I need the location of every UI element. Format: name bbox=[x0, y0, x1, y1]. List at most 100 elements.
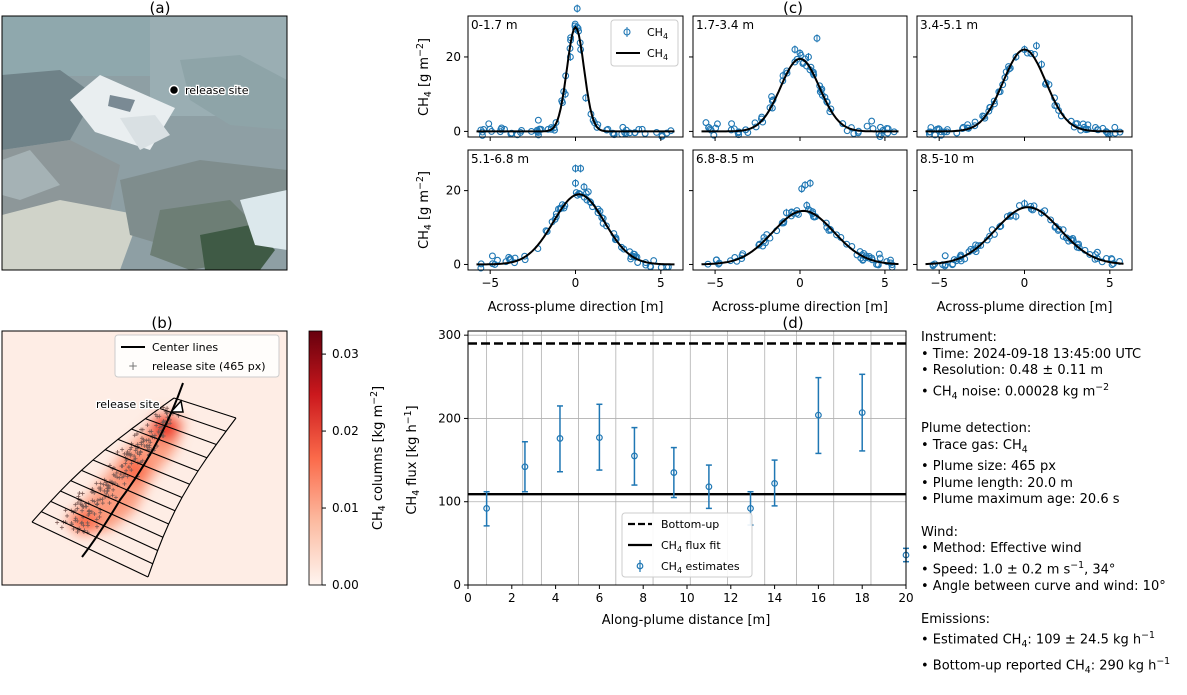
panel-c-ylabel-bottom: CH4​ [g m−2​] bbox=[415, 171, 434, 249]
legend-release-site: release site (465 px) bbox=[152, 360, 266, 373]
x-tick-label: −5 bbox=[706, 276, 724, 290]
x-tick-label: 20 bbox=[898, 591, 913, 605]
profile-subplot: 1.7-3.4 m bbox=[689, 15, 908, 141]
y-tick-label: 0 bbox=[453, 257, 461, 271]
subplot-title: 0-1.7 m bbox=[471, 18, 518, 32]
x-tick-label: 0 bbox=[796, 276, 804, 290]
flux-estimate bbox=[483, 490, 491, 527]
flux-point bbox=[771, 480, 778, 487]
pixel-marker bbox=[135, 451, 140, 456]
panel-b-legend: Center lines + release site (465 px) bbox=[114, 334, 280, 378]
pixel-marker bbox=[104, 491, 109, 496]
profile-point bbox=[782, 209, 790, 217]
panel-d-xlabel: Along-plume distance [m] bbox=[602, 613, 771, 628]
subplot-xlabel: Across-plume direction [m] bbox=[488, 300, 664, 315]
profile-point bbox=[534, 116, 542, 124]
grid-transect bbox=[173, 397, 237, 419]
profile-point bbox=[863, 122, 871, 130]
profile-point bbox=[876, 123, 884, 131]
flux-point bbox=[556, 435, 564, 442]
x-tick-label: 12 bbox=[723, 591, 738, 605]
profile-subplot: 0 20 −5 0 5 5.1-6.8 m Across-plume direction [… bbox=[446, 149, 684, 315]
pixel-marker bbox=[97, 514, 102, 519]
release-site-label-a: release site bbox=[185, 84, 249, 97]
pixel-marker bbox=[106, 485, 111, 490]
profile-point bbox=[796, 49, 804, 57]
legend-box bbox=[610, 19, 679, 67]
profile-point bbox=[805, 53, 812, 61]
profile-point bbox=[995, 88, 1003, 96]
pixel-marker bbox=[81, 523, 86, 528]
pixel-marker bbox=[141, 439, 146, 444]
x-tick-label: 18 bbox=[855, 591, 870, 605]
profile-point bbox=[587, 199, 595, 207]
x-tick-label: 8 bbox=[639, 591, 647, 605]
pixel-marker bbox=[137, 452, 142, 457]
flux-point bbox=[521, 463, 529, 471]
x-tick-label: 5 bbox=[657, 276, 665, 290]
legend-bottom-up-label: Bottom-up bbox=[661, 518, 719, 531]
pixel-marker bbox=[98, 481, 103, 486]
info-line: • Method: Effective wind bbox=[921, 541, 1082, 557]
profile-fit bbox=[925, 206, 1124, 266]
pixel-marker bbox=[98, 497, 103, 502]
profile-point bbox=[602, 222, 610, 230]
pixel-marker bbox=[80, 508, 85, 513]
pixel-marker bbox=[157, 425, 162, 430]
pixel-marker bbox=[135, 431, 140, 436]
subplot-title: 5.1-6.8 m bbox=[471, 152, 529, 166]
profile-point bbox=[1021, 200, 1028, 207]
grid-transect bbox=[31, 521, 149, 578]
x-tick-label: 10 bbox=[679, 591, 694, 605]
legend-release-site-marker: + bbox=[128, 359, 138, 373]
flux-estimate bbox=[631, 426, 638, 486]
colorbar: 0.00 0.01 0.02 0.03 CH4​ columns [kg m−2​] bbox=[308, 330, 388, 592]
profile-point bbox=[1012, 53, 1020, 61]
panel-c-ylabel-top: CH4​ [g m−2​] bbox=[415, 38, 434, 116]
wind-arrow bbox=[169, 399, 184, 413]
x-tick-label: −5 bbox=[481, 276, 499, 290]
profile-point bbox=[714, 120, 721, 128]
panel-label-c: (c) bbox=[783, 0, 803, 17]
colorbar-tick-label: 0.00 bbox=[332, 578, 359, 592]
profile-point bbox=[768, 93, 776, 100]
pixel-marker bbox=[118, 472, 123, 477]
pixel-marker bbox=[100, 497, 105, 502]
info-line: • Plume size: 465 px bbox=[921, 459, 1056, 475]
profile-point bbox=[803, 201, 811, 209]
flux-point bbox=[815, 411, 822, 419]
profile-point bbox=[622, 126, 630, 134]
pixel-marker bbox=[124, 468, 129, 473]
x-tick-label: 14 bbox=[767, 591, 782, 605]
flux-point bbox=[747, 504, 754, 512]
pixel-marker bbox=[73, 502, 78, 507]
grid-transect bbox=[104, 449, 190, 485]
pixel-marker bbox=[63, 508, 68, 513]
flux-estimate bbox=[556, 405, 564, 473]
legend-fit-label: CH4​ bbox=[647, 47, 668, 62]
pixel-marker bbox=[165, 411, 170, 416]
info-line: • CH4 noise: 0.00028 kg m−2 bbox=[921, 381, 1110, 402]
profile-point bbox=[1047, 216, 1055, 224]
pixel-marker bbox=[117, 475, 122, 480]
profile-point bbox=[653, 128, 661, 136]
pixel-marker bbox=[85, 523, 90, 528]
profile-point bbox=[1038, 209, 1046, 217]
profile-point bbox=[977, 241, 985, 249]
info-instrument: Instrument: • Time: 2024-09-18 13:45:00 … bbox=[921, 330, 1185, 405]
flux-estimate bbox=[705, 464, 713, 510]
profile-subplot: 3.4-5.1 m bbox=[913, 15, 1133, 141]
profile-point bbox=[1012, 213, 1020, 220]
pixel-marker bbox=[148, 440, 153, 445]
pixel-marker bbox=[107, 501, 112, 506]
x-tick-label: 5 bbox=[881, 276, 889, 290]
profile-fit bbox=[925, 48, 1124, 133]
profile-point bbox=[972, 245, 980, 253]
pixel-marker bbox=[87, 508, 92, 513]
panel-d-ylabel: CH4​ flux [kg h−1​] bbox=[403, 405, 422, 514]
profile-point bbox=[543, 228, 551, 235]
flux-point bbox=[705, 483, 713, 491]
pixel-marker bbox=[92, 511, 97, 516]
profile-point bbox=[1055, 225, 1063, 233]
x-tick-label: 5 bbox=[1106, 276, 1114, 290]
